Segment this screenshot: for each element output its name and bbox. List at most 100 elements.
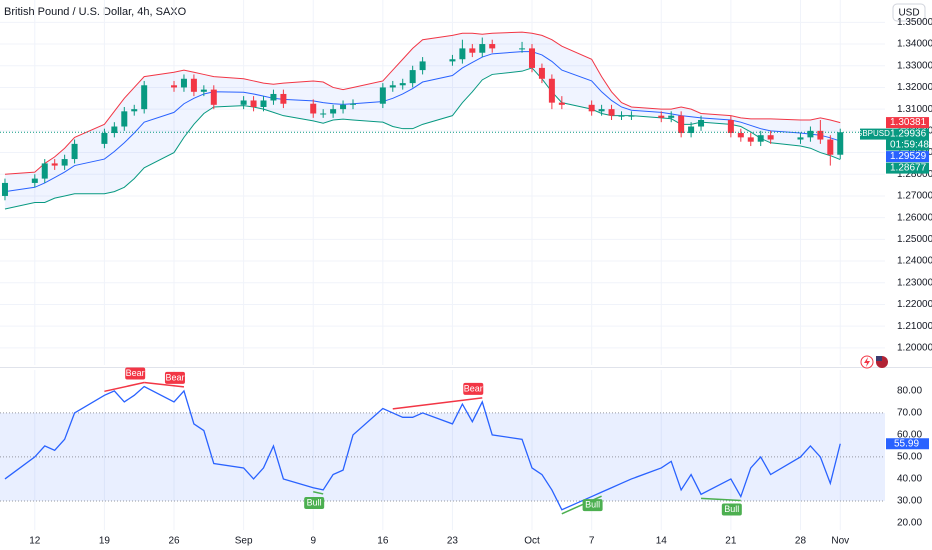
y-tick-label: 1.35000 <box>897 17 932 28</box>
candle-body <box>210 89 217 105</box>
rsi-badge-label: 55.99 <box>894 438 919 449</box>
candle-body <box>71 143 78 160</box>
rsi-tick-label: 20.00 <box>897 518 922 529</box>
price-badge <box>886 151 929 163</box>
divergence-label: Bull <box>307 497 322 507</box>
candle-body <box>628 115 635 117</box>
x-tick-label: 26 <box>168 536 180 547</box>
candle-body <box>141 85 148 110</box>
y-tick-label: 1.20000 <box>897 342 932 353</box>
candle-body <box>409 70 416 84</box>
candle-body <box>399 83 406 86</box>
candle-body <box>668 115 675 118</box>
rsi-tick-label: 80.00 <box>897 386 922 397</box>
divergence-badge <box>164 371 185 384</box>
candle-body <box>250 100 257 107</box>
candle-body <box>389 85 396 88</box>
price-badge <box>886 128 929 151</box>
candle-body <box>131 109 138 112</box>
candle-body <box>598 109 605 112</box>
candle-body <box>837 132 844 155</box>
candle-body <box>459 48 466 60</box>
band-fill <box>4 32 841 209</box>
y-tick-label: 1.22000 <box>897 299 932 310</box>
rsi-badge <box>886 438 929 450</box>
y-tick-label: 1.31000 <box>897 104 932 115</box>
y-tick-label: 1.23000 <box>897 277 932 288</box>
candle-body <box>558 102 565 105</box>
rsi-tick-label: 50.00 <box>897 452 922 463</box>
divergence-line <box>392 397 483 410</box>
x-tick-label: 9 <box>310 536 316 547</box>
candle-body <box>111 126 118 134</box>
price-badge-label: 1.30381 <box>890 117 927 128</box>
candle-body <box>270 93 277 101</box>
symbol-label: GBPUSD <box>856 129 890 138</box>
candle-body <box>419 61 426 71</box>
candle-body <box>817 130 824 140</box>
candle-body <box>449 59 456 62</box>
price-badge-label: 1.28677 <box>890 163 927 174</box>
candle-body <box>698 120 705 127</box>
rsi-line <box>4 385 841 511</box>
divergence-badge <box>721 503 742 516</box>
candle-body <box>678 115 685 134</box>
candle-body <box>200 89 207 92</box>
currency[interactable]: USD <box>898 8 919 19</box>
divergence-line <box>700 497 741 502</box>
divergence-label: Bear <box>165 372 184 382</box>
divergence-badge <box>304 496 325 509</box>
candle-body <box>51 163 58 166</box>
rsi-tick-label: 60.00 <box>897 430 922 441</box>
x-tick-label: Sep <box>235 536 253 547</box>
divergence-label: Bull <box>724 504 739 514</box>
currency-button[interactable] <box>892 3 926 22</box>
candle-body <box>121 111 128 127</box>
y-tick-label: 1.33000 <box>897 60 932 71</box>
rsi-tick-label: 40.00 <box>897 474 922 485</box>
x-tick-label: 21 <box>725 536 737 547</box>
price-badge-label: 1.29936 <box>890 129 927 140</box>
candle-body <box>320 113 327 115</box>
candle-body <box>688 126 695 134</box>
candle-body <box>260 100 267 107</box>
candle-body <box>608 109 615 116</box>
candle-body <box>658 115 665 118</box>
x-tick-label: 14 <box>656 536 668 547</box>
candle-body <box>310 103 317 114</box>
candle-body <box>350 103 357 105</box>
x-tick-label: 7 <box>589 536 595 547</box>
divergence-label: Bear <box>464 383 483 393</box>
x-tick-label: 19 <box>99 536 111 547</box>
price-badge-label: 1.29529 <box>890 151 927 162</box>
x-tick-label: 23 <box>447 536 459 547</box>
candle-body <box>757 135 764 142</box>
divergence-label: Bear <box>126 368 145 378</box>
price-badge <box>886 117 929 129</box>
flag-canton <box>876 356 882 361</box>
y-tick-label: 1.25000 <box>897 234 932 245</box>
x-tick-label: 16 <box>377 536 389 547</box>
divergence-line <box>144 381 185 388</box>
x-tick-label: 12 <box>29 536 41 547</box>
candle-body <box>330 109 337 114</box>
candle-body <box>479 44 486 53</box>
divergence-line <box>104 381 145 393</box>
rsi-tick-label: 30.00 <box>897 496 922 507</box>
y-tick-label: 1.26000 <box>897 212 932 223</box>
candle-body <box>618 115 625 117</box>
candle-body <box>280 93 287 104</box>
y-tick-label: 1.21000 <box>897 321 932 332</box>
candle-body <box>727 120 734 134</box>
candle-body <box>379 87 386 104</box>
divergence-label: Bull <box>585 500 600 510</box>
countdown: 01:59:48 <box>890 140 929 151</box>
candle-body <box>240 100 247 105</box>
divergence-badge <box>582 499 603 512</box>
band-line <box>4 31 841 175</box>
candle-body <box>1 182 8 196</box>
candle-body <box>180 78 187 88</box>
y-tick-label: 1.28000 <box>897 169 932 180</box>
